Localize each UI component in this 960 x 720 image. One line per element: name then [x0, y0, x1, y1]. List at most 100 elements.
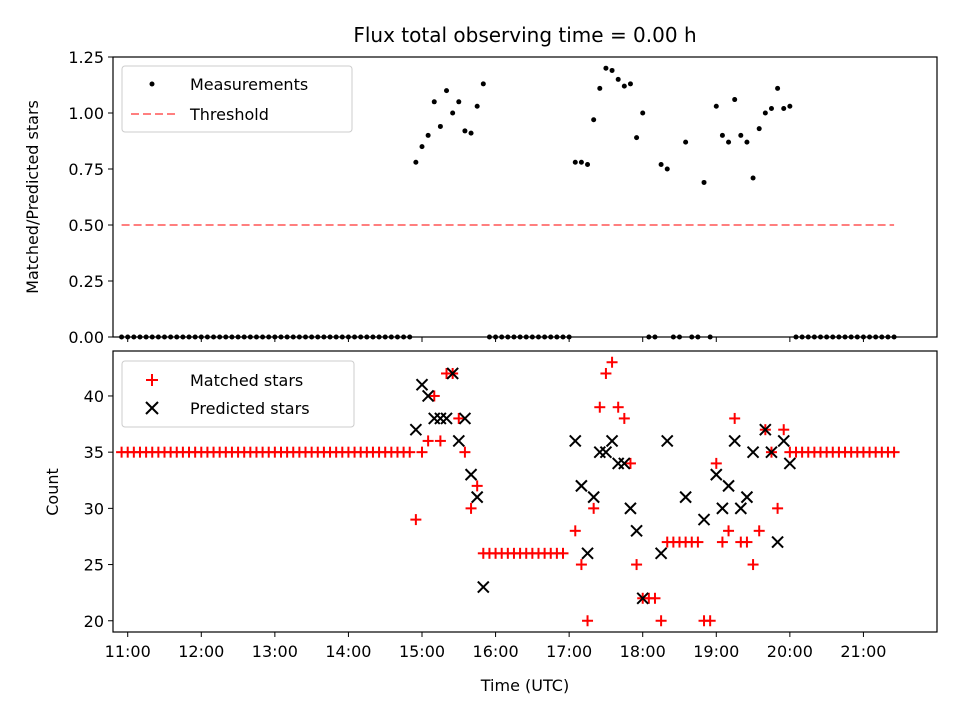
- predicted-star-point: [569, 434, 582, 448]
- measurement-point: [603, 65, 609, 71]
- measurement-point: [713, 103, 719, 109]
- predicted-star-point: [771, 535, 784, 549]
- measurement-point: [683, 139, 689, 145]
- matched-star-point: [631, 559, 643, 571]
- chart-title: Flux total observing time = 0.00 h: [353, 23, 696, 47]
- bottom-x-axis-label: Time (UTC): [480, 676, 569, 695]
- predicted-star-point: [746, 445, 760, 459]
- legend-matched-marker: [146, 374, 158, 386]
- measurement-point: [787, 103, 793, 109]
- top-legend: Measurements Threshold: [121, 65, 353, 133]
- bottom-plot: 20 25 30 35 40 11:00 12:00 13:00 14:00 15:00 16:0…: [43, 350, 938, 695]
- matched-star-point: [888, 446, 900, 458]
- measurement-point: [627, 81, 633, 87]
- measurement-point: [775, 85, 781, 91]
- predicted-star-point: [636, 592, 649, 605]
- matched-star-point: [588, 502, 600, 514]
- measurement-point: [444, 88, 450, 94]
- measurement-point: [719, 132, 725, 138]
- predicted-star-point: [777, 434, 790, 448]
- legend-predicted-label: Predicted stars: [190, 399, 310, 418]
- measurement-point: [762, 110, 768, 116]
- predicted-star-point: [470, 490, 484, 504]
- matched-star-point: [557, 547, 569, 559]
- predicted-star-point: [409, 423, 423, 436]
- top-y-tick-label: 0.00: [68, 328, 104, 347]
- measurement-point: [658, 162, 664, 168]
- measurement-point: [732, 97, 738, 103]
- measurement-point: [664, 166, 670, 172]
- bottom-y-tick-label: 30: [84, 499, 104, 518]
- predicted-star-point: [759, 423, 772, 436]
- measurement-point: [425, 132, 431, 138]
- bottom-y-tick-label: 35: [84, 443, 104, 462]
- bottom-x-tick-label: 13:00: [252, 642, 298, 661]
- bottom-x-tick-label: 18:00: [620, 642, 666, 661]
- predicted-star-point: [458, 412, 472, 425]
- matched-star-point: [594, 401, 606, 413]
- predicted-star-point: [575, 479, 588, 493]
- bottom-x-tick-label: 21:00: [840, 642, 886, 661]
- measurement-point: [768, 106, 774, 112]
- matched-star-point: [649, 592, 661, 604]
- matched-star-point: [404, 446, 416, 458]
- top-y-axis: 0.00 0.25 0.50 0.75 1.00 1.25: [68, 48, 113, 347]
- matched-star-point: [692, 536, 704, 548]
- matched-star-point: [655, 615, 667, 627]
- bottom-legend-box: [121, 360, 355, 428]
- predicted-star-point: [728, 434, 741, 448]
- matched-star-point: [778, 424, 790, 436]
- bottom-y-tick-label: 40: [84, 387, 104, 406]
- predicted-star-point: [716, 502, 729, 515]
- bottom-x-tick-label: 15:00: [399, 642, 445, 661]
- bottom-x-tick-label: 16:00: [473, 642, 519, 661]
- measurement-point: [701, 179, 707, 185]
- predicted-star-point: [477, 580, 490, 594]
- predicted-star-point: [581, 547, 594, 560]
- predicted-star-point: [697, 513, 711, 526]
- matched-star-point: [710, 457, 722, 469]
- legend-matched-label: Matched stars: [190, 371, 303, 390]
- measurement-point: [578, 159, 584, 165]
- top-x-axis: [127, 337, 864, 342]
- measurement-point: [726, 139, 732, 145]
- top-y-tick-label: 0.75: [68, 160, 104, 179]
- measurement-point: [591, 117, 597, 123]
- matched-star-point: [753, 525, 765, 537]
- bottom-x-tick-label: 11:00: [105, 642, 151, 661]
- predicted-star-point: [440, 412, 453, 425]
- matched-star-point: [416, 446, 428, 458]
- matched-star-point: [428, 390, 440, 402]
- legend-threshold-label: Threshold: [189, 105, 269, 124]
- top-legend-box: [121, 65, 353, 133]
- bottom-y-axis: 20 25 30 35 40: [84, 387, 113, 631]
- matched-star-point: [723, 525, 735, 537]
- measurement-point: [750, 175, 756, 181]
- bottom-legend: Matched stars Predicted stars: [121, 360, 355, 428]
- predicted-star-point: [587, 490, 600, 504]
- measurement-point: [597, 85, 603, 91]
- matched-star-point: [618, 412, 630, 424]
- matched-star-point: [582, 615, 594, 627]
- top-y-tick-label: 0.25: [68, 272, 104, 291]
- measurement-point: [640, 110, 646, 116]
- predicted-star-point: [654, 547, 668, 560]
- matched-star-point: [772, 502, 784, 514]
- measurement-point: [431, 99, 437, 105]
- bottom-marks: [116, 356, 900, 627]
- top-plot: 0.00 0.25 0.50 0.75 1.00 1.25 Matched/Predict…: [23, 48, 938, 347]
- measurement-point: [634, 135, 640, 141]
- bottom-x-axis: 11:00 12:00 13:00 14:00 15:00 16:00 17:00 18:00…: [105, 632, 886, 661]
- measurement-point: [468, 130, 474, 136]
- measurement-point: [456, 99, 462, 105]
- predicted-star-point: [740, 490, 754, 504]
- bottom-x-tick-label: 20:00: [767, 642, 813, 661]
- legend-measurements-label: Measurements: [190, 75, 308, 94]
- measurement-point: [585, 162, 591, 168]
- measurement-point: [738, 132, 744, 138]
- matched-star-point: [747, 559, 759, 571]
- predicted-star-point: [421, 389, 435, 403]
- measurement-point: [474, 103, 480, 109]
- matched-star-point: [716, 536, 728, 548]
